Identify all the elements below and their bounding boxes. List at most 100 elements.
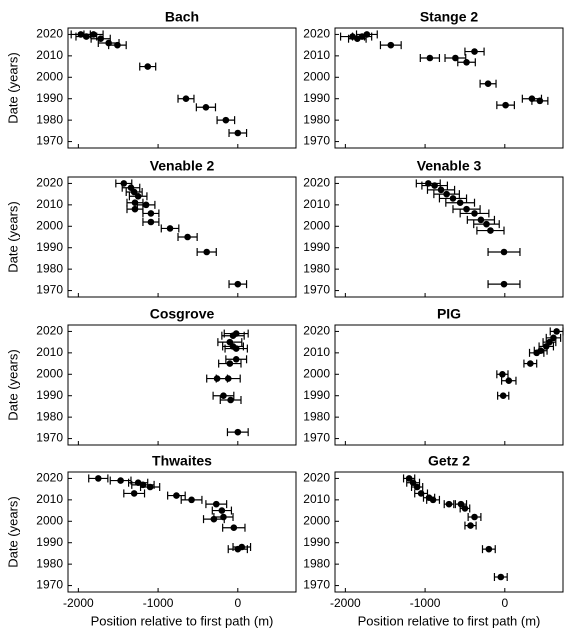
- point: [202, 103, 210, 111]
- y-axis-label: Date (years): [5, 52, 20, 124]
- y-tick-label: 2000: [36, 218, 63, 232]
- point: [131, 205, 139, 213]
- y-tick-label: 1990: [36, 535, 63, 549]
- point: [533, 349, 540, 357]
- y-tick-label: 2020: [303, 471, 330, 485]
- x-axis-label: Position relative to first path (m): [91, 613, 274, 628]
- point: [147, 210, 155, 217]
- point: [130, 490, 138, 497]
- axes-box: [67, 176, 297, 298]
- point: [238, 543, 246, 551]
- x-axis-label: Position relative to first path (m): [358, 613, 541, 628]
- axes-box: [67, 471, 297, 593]
- y-tick-label: 2000: [36, 513, 63, 527]
- y-tick-label: 2020: [36, 27, 63, 41]
- point: [363, 31, 371, 38]
- panel-title: Cosgrove: [150, 306, 215, 322]
- point: [222, 116, 230, 124]
- y-tick-label: 1990: [36, 91, 63, 105]
- point: [449, 195, 457, 202]
- y-tick-label: 2010: [36, 48, 63, 62]
- point: [457, 500, 465, 508]
- y-tick-label: 1980: [36, 112, 63, 126]
- point: [417, 490, 425, 497]
- point: [500, 248, 508, 256]
- point: [471, 513, 478, 521]
- x-tick-label: -2000: [63, 596, 94, 610]
- axes-box: [67, 27, 297, 149]
- y-tick-label: 2010: [36, 492, 63, 506]
- y-tick-label: 1970: [36, 134, 63, 148]
- y-tick-label: 2020: [303, 324, 330, 338]
- y-tick-label: 2010: [303, 345, 330, 359]
- point: [461, 505, 469, 512]
- point: [230, 524, 238, 532]
- y-tick-label: 1970: [303, 578, 330, 592]
- point: [387, 41, 395, 49]
- y-tick-label: 1990: [303, 91, 330, 105]
- point: [452, 54, 459, 62]
- point: [463, 205, 470, 213]
- panel-title: Venable 3: [417, 158, 482, 174]
- point: [405, 475, 413, 482]
- y-axis-label: Date (years): [5, 349, 20, 421]
- y-tick-label: 2010: [303, 197, 330, 211]
- point: [413, 483, 421, 491]
- point: [497, 573, 505, 581]
- y-tick-label: 2000: [36, 69, 63, 83]
- point: [114, 41, 121, 49]
- point: [502, 101, 509, 109]
- y-tick-label: 1970: [36, 283, 63, 297]
- y-tick-label: 1980: [303, 112, 330, 126]
- point: [550, 334, 557, 342]
- point: [456, 199, 464, 207]
- point: [130, 188, 138, 196]
- point: [117, 477, 124, 484]
- point: [97, 35, 104, 43]
- panel-title: Getz 2: [428, 453, 470, 469]
- point: [499, 370, 506, 378]
- panel-title: Thwaites: [152, 453, 212, 469]
- point: [224, 375, 232, 382]
- y-axis-label: Date (years): [5, 201, 20, 273]
- point: [120, 180, 128, 187]
- y-tick-label: 2020: [36, 176, 63, 190]
- point: [505, 377, 513, 385]
- point: [226, 360, 234, 367]
- point: [445, 500, 453, 508]
- axes-box: [334, 471, 564, 593]
- point: [144, 63, 152, 70]
- point: [467, 522, 474, 529]
- point: [234, 280, 242, 288]
- point: [131, 199, 139, 207]
- panel-title: Stange 2: [420, 9, 479, 25]
- point: [354, 35, 361, 43]
- x-tick-label: -1000: [410, 596, 441, 610]
- y-tick-label: 1980: [36, 556, 63, 570]
- point: [429, 496, 437, 504]
- point: [220, 392, 227, 400]
- y-tick-label: 1990: [36, 388, 63, 402]
- point: [234, 428, 242, 436]
- point: [146, 483, 154, 491]
- y-tick-label: 2010: [303, 492, 330, 506]
- axes-box: [334, 176, 564, 298]
- point: [94, 475, 102, 482]
- y-tick-label: 2000: [303, 69, 330, 83]
- point: [182, 95, 190, 103]
- point: [499, 392, 507, 400]
- y-tick-label: 1980: [303, 409, 330, 423]
- y-tick-label: 2010: [36, 345, 63, 359]
- point: [443, 190, 450, 198]
- y-tick-label: 2000: [303, 218, 330, 232]
- point: [426, 54, 434, 62]
- point: [134, 192, 142, 200]
- point: [142, 201, 150, 209]
- y-tick-label: 1970: [303, 283, 330, 297]
- point: [500, 280, 508, 288]
- point: [229, 332, 237, 340]
- x-tick-label: 0: [501, 596, 508, 610]
- point: [553, 328, 560, 335]
- point: [536, 97, 544, 105]
